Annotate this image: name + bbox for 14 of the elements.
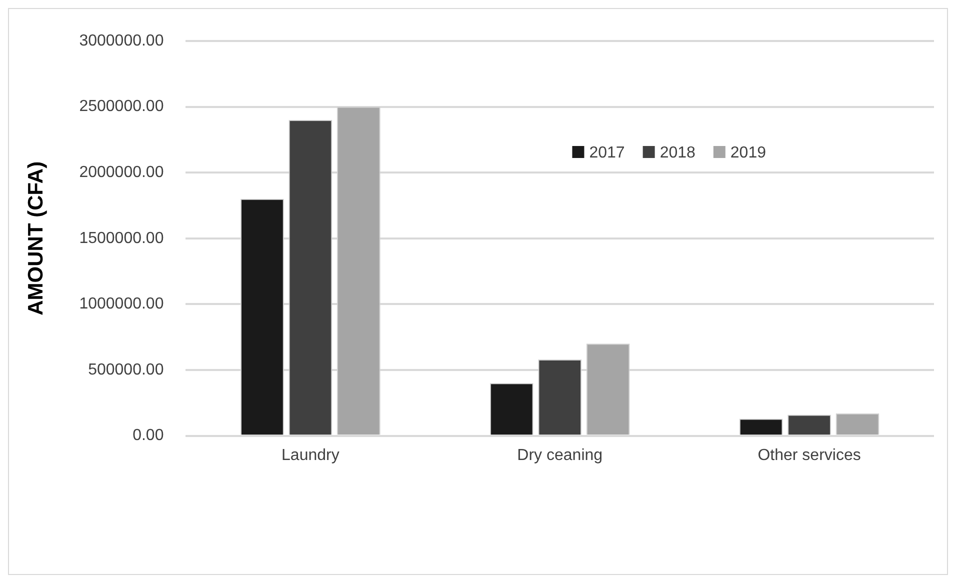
legend-label: 2018 xyxy=(660,144,696,162)
y-tick-label: 0.00 xyxy=(132,427,164,444)
legend-label: 2019 xyxy=(730,144,766,162)
y-tick-label: 1000000.00 xyxy=(79,296,164,313)
y-tick-label: 2000000.00 xyxy=(79,164,164,182)
y-axis-title: AMOUNT (CFA) xyxy=(24,161,48,316)
legend-label: 2017 xyxy=(589,144,625,162)
y-tick-label: 1500000.00 xyxy=(79,230,164,247)
y-tick-label: 500000.00 xyxy=(88,361,164,378)
y-tick-label: 3000000.00 xyxy=(79,32,164,50)
x-tick-label: Other services xyxy=(758,446,861,464)
x-tick-label: Laundry xyxy=(282,446,340,464)
y-tick-label: 2500000.00 xyxy=(79,98,164,116)
x-tick-label: Dry ceaning xyxy=(517,446,603,464)
